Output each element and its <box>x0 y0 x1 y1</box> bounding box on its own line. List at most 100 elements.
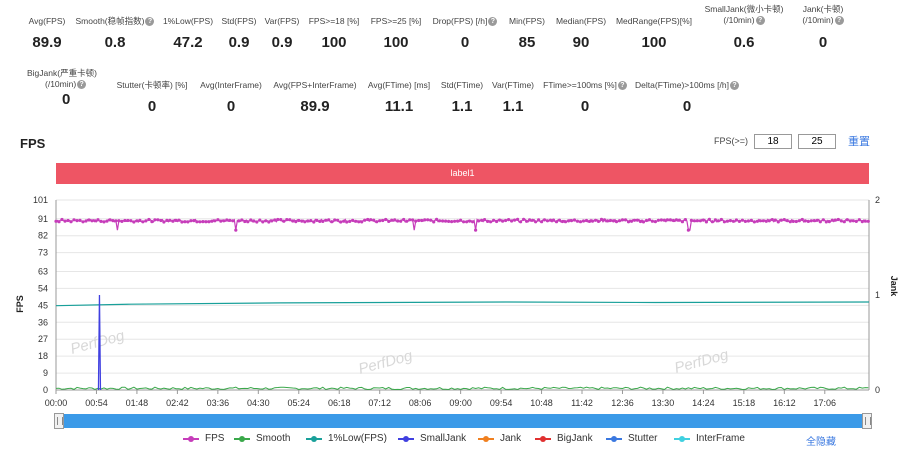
slider-right-handle[interactable] <box>862 413 872 429</box>
fps-point <box>432 220 436 224</box>
fps-point <box>540 220 544 224</box>
fps-point <box>126 218 130 223</box>
svg-text:PerfDog: PerfDog <box>673 346 731 377</box>
fps-point <box>141 220 145 224</box>
fps-point <box>450 220 454 224</box>
stat-label-wrap: Delta(FTime)>100ms [/h]? <box>632 80 742 91</box>
legend-item-interframe[interactable]: InterFrame <box>674 433 745 444</box>
x-tick-label: 01:48 <box>126 398 149 408</box>
fps-threshold-1-input[interactable] <box>754 133 792 149</box>
fps-point <box>866 219 870 223</box>
fps-point <box>761 219 765 223</box>
fps-point <box>641 220 646 224</box>
fps-point <box>378 219 382 223</box>
help-icon[interactable]: ? <box>488 17 498 27</box>
stat-median-fps: Median(FPS) 90 <box>553 16 609 52</box>
fps-point <box>396 219 400 223</box>
time-range-slider[interactable] <box>54 413 872 429</box>
fps-point <box>477 219 481 223</box>
fps-point <box>863 219 867 223</box>
fps-point <box>207 220 211 224</box>
x-tick-label: 00:00 <box>45 398 68 408</box>
help-icon[interactable]: ? <box>834 16 844 26</box>
fps-point <box>749 218 754 222</box>
stat-delta-ftime: Delta(FTime)>100ms [/h]? 0 <box>632 80 742 116</box>
x-tick-label: 07:12 <box>368 398 391 408</box>
reset-link[interactable]: 重置 <box>848 136 870 148</box>
fps-point <box>602 218 607 222</box>
y2-tick-label: 2 <box>875 195 880 205</box>
help-icon[interactable]: ? <box>729 81 739 91</box>
fps-point <box>620 218 625 222</box>
legend-item-smalljank[interactable]: SmallJank <box>398 433 466 444</box>
fps-point <box>414 219 418 223</box>
fps-point <box>629 219 634 223</box>
fps-point <box>824 220 828 224</box>
fps-point <box>402 217 406 222</box>
fps-point <box>665 218 670 222</box>
fps-point <box>327 218 331 222</box>
fps-point <box>683 218 688 222</box>
fps-point <box>584 218 589 223</box>
fps-point <box>545 219 550 223</box>
stat-label-wrap: Smooth(稳帧指数)? <box>74 16 156 27</box>
legend-item-bigjank[interactable]: BigJank <box>535 433 593 444</box>
label-bar[interactable]: label1 <box>56 163 869 184</box>
fps-threshold-2-input[interactable] <box>798 133 836 149</box>
fps-point <box>225 218 229 222</box>
help-icon[interactable]: ? <box>617 81 627 91</box>
stat-fps-ge-25: FPS>=25 [%] 100 <box>368 16 424 52</box>
legend-item-stutter[interactable]: Stutter <box>606 433 657 444</box>
fps-point <box>596 219 601 223</box>
stat-std-fps: Std(FPS) 0.9 <box>220 16 258 52</box>
fps-point <box>818 220 822 224</box>
stat-stutter: Stutter(卡顿率) [%] 0 <box>112 80 192 116</box>
hide-all-link[interactable]: 全隐藏 <box>806 437 836 448</box>
fps-point <box>782 218 786 222</box>
low1-series-line <box>55 301 870 307</box>
help-icon[interactable]: ? <box>755 16 765 26</box>
fps-point <box>632 218 637 222</box>
legend-item-jank[interactable]: Jank <box>478 433 521 444</box>
stat-jank: Jank(卡顿) (/10min)? 0 <box>792 4 854 52</box>
help-icon[interactable]: ? <box>145 17 155 27</box>
fps-point <box>737 219 742 223</box>
legend-label: InterFrame <box>696 433 745 444</box>
stat-value: 47.2 <box>173 34 203 51</box>
fps-point <box>671 218 676 223</box>
fps-point <box>66 218 70 223</box>
fps-point <box>767 219 771 223</box>
stat-value: 1.1 <box>502 98 524 115</box>
fps-point <box>219 219 223 223</box>
fps-point <box>333 218 337 222</box>
fps-point <box>171 219 175 223</box>
fps-point <box>300 219 304 223</box>
fps-point <box>611 219 616 223</box>
fps-point <box>489 220 493 224</box>
slider-left-handle[interactable] <box>54 413 64 429</box>
legend-item-smooth[interactable]: Smooth <box>234 433 290 444</box>
fps-point <box>501 219 505 223</box>
legend-item-1low-fps[interactable]: 1%Low(FPS) <box>306 433 387 444</box>
fps-point <box>285 218 289 222</box>
fps-point <box>860 220 864 224</box>
fps-point <box>492 218 496 222</box>
fps-point <box>366 217 370 222</box>
fps-point <box>138 218 142 222</box>
fps-point <box>513 218 517 222</box>
fps-chart[interactable]: 0 9 18 27 36 45 54 63 73 82 91 101 0 1 2 00:00 00:54 01… <box>0 190 900 412</box>
fps-point <box>812 219 816 223</box>
y-tick-label: 45 <box>38 300 48 310</box>
fps-point <box>504 218 508 223</box>
stat-value: 100 <box>321 34 347 51</box>
stat-ftime-ge-100ms: FTime>=100ms [%]? 0 <box>542 80 628 116</box>
fps-point <box>54 219 58 223</box>
help-icon[interactable]: ? <box>77 80 87 90</box>
y-axis-ticks: 0 9 18 27 36 45 54 63 73 82 91 101 <box>33 195 48 395</box>
y-tick-label: 54 <box>38 283 48 293</box>
fps-point <box>581 219 586 223</box>
stat-value: 0 <box>818 34 828 51</box>
legend-item-fps[interactable]: FPS <box>183 433 224 444</box>
fps-point <box>114 219 118 223</box>
stat-avg-fps-interframe: Avg(FPS+InterFrame) 89.9 <box>270 80 360 116</box>
